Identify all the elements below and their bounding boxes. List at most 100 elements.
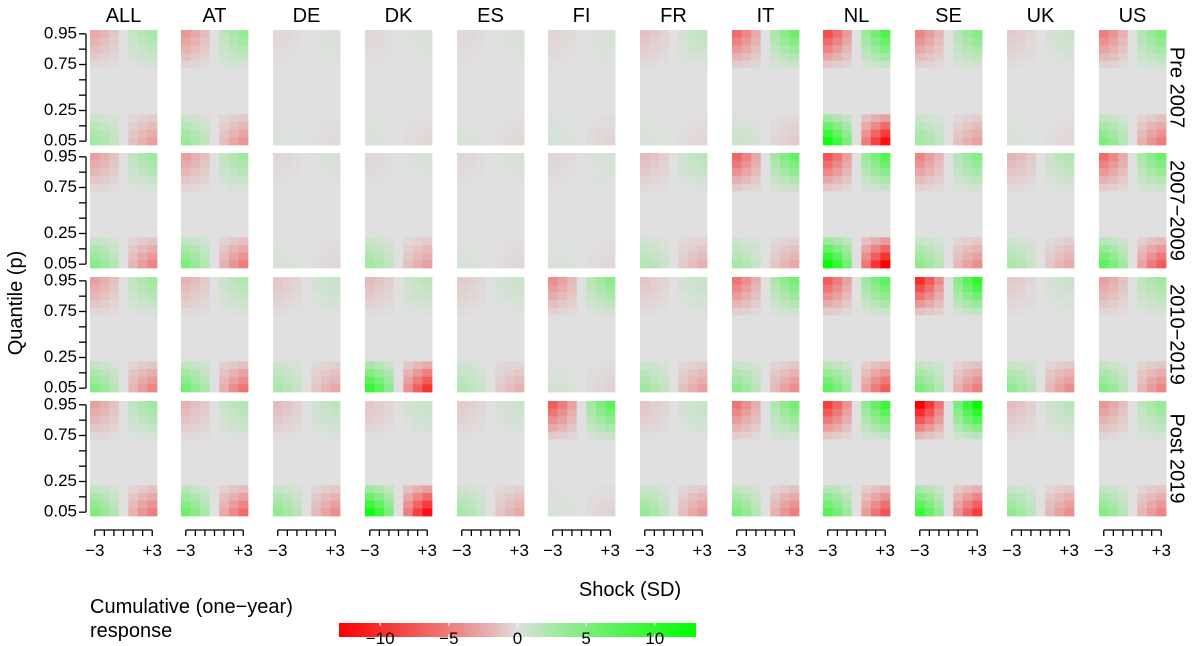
heat-cell <box>557 431 568 440</box>
heat-cell <box>770 99 781 108</box>
heat-cell <box>282 214 293 223</box>
heat-cell <box>548 30 558 39</box>
heat-cell <box>1045 330 1056 339</box>
heat-cell <box>109 137 120 146</box>
heat-cell <box>1146 191 1157 200</box>
heat-cell <box>330 214 341 223</box>
heat-cell <box>403 252 414 261</box>
heat-cell <box>934 137 945 146</box>
heat-cell <box>595 361 606 370</box>
heat-cell <box>870 323 881 332</box>
heat-cell <box>1054 252 1065 261</box>
heat-cell <box>1137 153 1148 162</box>
heat-cell <box>1054 384 1065 393</box>
heat-cell <box>466 229 477 238</box>
heat-cell <box>109 153 120 162</box>
heat-cell <box>567 424 578 433</box>
heat-cell <box>915 431 925 440</box>
heat-cell <box>514 229 525 238</box>
heat-cell <box>422 401 433 410</box>
heat-cell <box>90 277 100 286</box>
heat-cell <box>282 431 293 440</box>
heat-cell <box>238 129 249 138</box>
heat-cell <box>330 416 341 425</box>
heat-cell <box>934 277 945 286</box>
heat-cell <box>943 500 954 509</box>
heat-cell <box>732 508 742 517</box>
heat-cell <box>330 114 341 123</box>
heat-cell <box>422 277 433 286</box>
heat-cell <box>282 229 293 238</box>
heat-cell <box>924 30 935 39</box>
heat-cell <box>384 384 395 393</box>
heat-cell <box>504 277 515 286</box>
heat-cell <box>751 229 762 238</box>
heat-cell <box>567 315 578 324</box>
heat-cell <box>1156 114 1167 123</box>
heat-cell <box>943 245 954 254</box>
heat-cell <box>880 183 891 192</box>
heat-cell <box>320 114 331 123</box>
heat-cell <box>1045 160 1056 169</box>
heat-cell <box>311 284 322 293</box>
heat-cell <box>924 260 935 269</box>
heat-cell <box>576 68 587 77</box>
heat-cell <box>330 122 341 131</box>
heat-cell <box>972 431 983 440</box>
heat-cell <box>649 45 660 54</box>
heat-cell <box>678 376 689 385</box>
heat-cell <box>118 284 129 293</box>
heat-cell <box>181 168 191 177</box>
heat-cell <box>365 315 375 324</box>
heat-cell <box>219 106 230 115</box>
heat-cell <box>924 353 935 362</box>
heat-cell <box>861 83 872 92</box>
heat-cell <box>1146 129 1157 138</box>
heat-cell <box>915 485 925 494</box>
heat-cell <box>953 369 964 378</box>
heat-cell <box>789 30 800 39</box>
heat-cell <box>282 376 293 385</box>
heat-cell <box>128 284 139 293</box>
heat-cell <box>1007 37 1017 46</box>
heat-cell <box>915 137 925 146</box>
heat-cell <box>751 83 762 92</box>
heat-cell <box>485 376 496 385</box>
heat-cell <box>1146 137 1157 146</box>
heat-cell <box>678 191 689 200</box>
heat-cell <box>1156 237 1167 246</box>
heat-cell <box>789 447 800 456</box>
heat-cell <box>1127 30 1138 39</box>
heat-cell <box>320 454 331 463</box>
heat-cell <box>779 369 790 378</box>
heat-cell <box>1118 353 1129 362</box>
heat-cell <box>1099 45 1109 54</box>
heat-cell <box>273 353 283 362</box>
heat-cell <box>109 500 120 509</box>
heat-cell <box>1118 292 1129 301</box>
heat-cell <box>118 222 129 231</box>
heat-cell <box>567 401 578 410</box>
heat-cell <box>880 376 891 385</box>
heat-cell <box>504 470 515 479</box>
heat-cell <box>330 485 341 494</box>
heat-cell <box>1016 384 1027 393</box>
heat-cell <box>485 384 496 393</box>
heat-cell <box>649 37 660 46</box>
heat-cell <box>649 376 660 385</box>
heat-cell <box>466 408 477 417</box>
heat-cell <box>842 199 853 208</box>
heat-cell <box>412 153 423 162</box>
heat-cell <box>595 493 606 502</box>
heat-cell <box>301 129 312 138</box>
heat-cell <box>457 493 467 502</box>
heat-cell <box>485 307 496 316</box>
heat-cell <box>779 447 790 456</box>
heat-cell <box>485 346 496 355</box>
panel-de-row4 <box>273 401 341 517</box>
heat-cell <box>466 284 477 293</box>
heat-cell <box>870 153 881 162</box>
heat-cell <box>90 439 100 448</box>
heat-cell <box>741 260 752 269</box>
heat-cell <box>842 83 853 92</box>
